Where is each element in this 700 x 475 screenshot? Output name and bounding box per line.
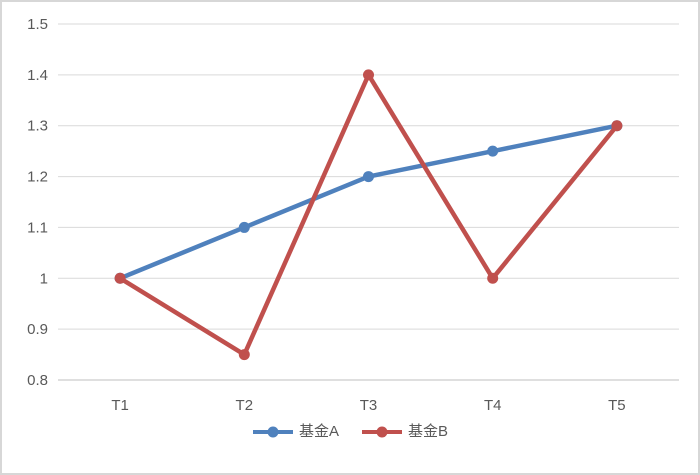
x-tick-label: T2 (236, 397, 254, 414)
chart-legend: 基金A 基金B (2, 424, 698, 439)
legend-label: 基金A (298, 423, 339, 440)
data-point-marker (363, 171, 374, 183)
x-tick-label: T4 (484, 397, 502, 414)
legend-line-marker-icon (252, 426, 293, 437)
y-tick-label: 1.1 (27, 219, 48, 236)
series-line-0 (117, 123, 620, 281)
y-tick-label: 1.2 (27, 169, 48, 186)
y-tick-label: 0.8 (27, 372, 48, 389)
legend-label: 基金B (408, 423, 449, 440)
data-point-marker (487, 272, 499, 284)
y-tick-label: 0.9 (27, 321, 48, 338)
data-point-marker (363, 69, 374, 81)
x-tick-label: T5 (608, 397, 626, 414)
data-point-marker (238, 221, 250, 233)
data-point-marker (114, 272, 126, 284)
data-point-marker (238, 349, 250, 361)
legend-item-fund-b[interactable]: 基金B (361, 424, 448, 439)
y-tick-label: 1.4 (27, 67, 48, 84)
x-tick-label: T1 (111, 397, 129, 414)
y-tick-label: 1.5 (27, 16, 48, 33)
data-point-marker (487, 145, 499, 157)
legend-item-fund-a[interactable]: 基金A (252, 424, 339, 439)
y-tick-label: 1 (40, 270, 48, 287)
x-tick-label: T3 (360, 397, 378, 414)
legend-line-marker-icon (362, 426, 402, 437)
data-point-marker (611, 120, 623, 132)
series-line-1 (117, 72, 620, 357)
y-tick-label: 1.3 (27, 118, 48, 135)
